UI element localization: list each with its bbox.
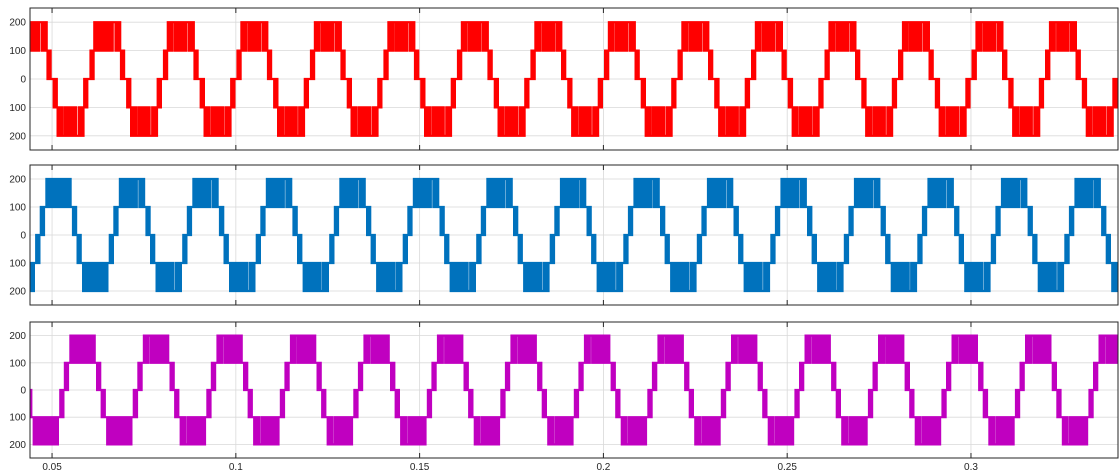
x-tick-label: 0.1: [229, 462, 243, 473]
series-line: [30, 334, 1118, 446]
x-tick-label: 0.05: [42, 462, 62, 473]
panel-1: 200 100 0 100 200: [9, 7, 1119, 151]
y-tick-label: 100: [9, 103, 26, 114]
axes-box: [29, 164, 1119, 306]
panel-2: 200 100 0 100 200: [9, 164, 1119, 306]
y-tick-label: 100: [9, 203, 26, 214]
y-tick-label: 200: [9, 131, 26, 142]
axes-box: [29, 7, 1119, 151]
y-tick-label: 0: [20, 386, 26, 397]
y-tick-label: 200: [9, 287, 26, 298]
x-tick-label: 0.25: [777, 462, 797, 473]
y-tick-label: 200: [9, 175, 26, 186]
x-tick-label: 0.15: [410, 462, 430, 473]
y-tick-label: 0: [20, 75, 26, 86]
series-line: [30, 21, 1118, 137]
series-line: [30, 177, 1118, 293]
y-tick-label: 0: [20, 231, 26, 242]
y-tick-label: 200: [9, 18, 26, 29]
x-tick-label: 0.3: [964, 462, 978, 473]
panel-3: 200 100 0 100 200: [9, 321, 1119, 459]
y-tick-label: 100: [9, 358, 26, 369]
y-tick-label: 100: [9, 259, 26, 270]
y-tick-label: 100: [9, 46, 26, 57]
y-tick-label: 200: [9, 440, 26, 451]
axes-box: [29, 321, 1119, 459]
y-tick-label: 200: [9, 331, 26, 342]
y-tick-label: 100: [9, 413, 26, 424]
x-tick-label: 0.2: [596, 462, 610, 473]
